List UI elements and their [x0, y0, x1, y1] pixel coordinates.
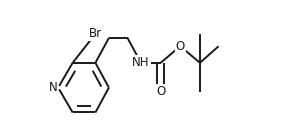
Text: O: O [156, 85, 165, 98]
Text: N: N [48, 81, 57, 94]
Text: Br: Br [89, 27, 102, 40]
Text: O: O [176, 40, 185, 53]
Text: NH: NH [132, 56, 150, 69]
